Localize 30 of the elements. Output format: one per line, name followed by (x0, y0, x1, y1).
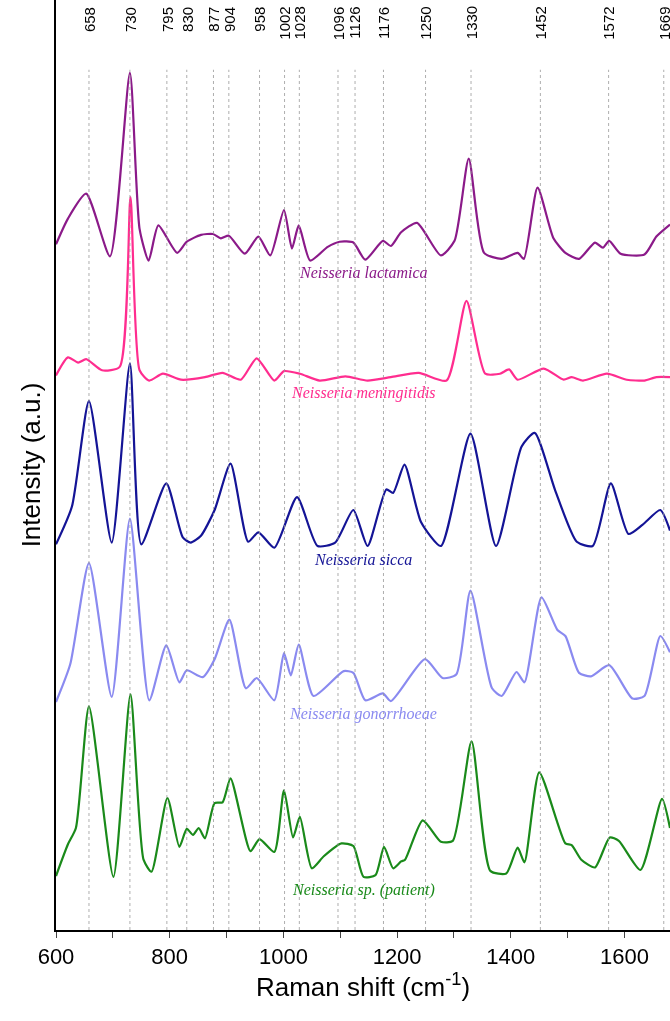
x-tick-label: 1600 (600, 944, 649, 970)
ref-line-label: 1096 (329, 6, 347, 41)
x-tick-label: 600 (37, 944, 75, 970)
ref-line-label: 730 (121, 7, 139, 33)
series-label: Neisseria gonorrhoeae (289, 705, 437, 723)
series-label: Neisseria sp. (patient) (292, 881, 435, 899)
series-label: Neisseria sicca (314, 551, 413, 568)
x-tick-label: 800 (151, 944, 189, 970)
x-tick-label: 1200 (372, 944, 422, 970)
ref-line-label: 1452 (532, 6, 550, 40)
ref-line-label: 1330 (462, 5, 480, 40)
x-axis-title: Raman shift (cm$^{-1}$) (255, 969, 471, 1003)
ref-line-label: 958 (251, 6, 269, 32)
series-label: Neisseria meningitidis (291, 384, 436, 402)
ref-line-label: 904 (220, 6, 238, 32)
ref-line-label: 658 (80, 7, 98, 33)
ref-line-label: 1669 (655, 6, 670, 40)
ref-line-label: 1572 (600, 6, 618, 40)
ref-line-label: 1002 (276, 6, 294, 40)
ref-line-label: 1126 (346, 6, 364, 39)
y-axis-title: Intensity (a.u.) (16, 382, 47, 548)
ref-line-label: 795 (158, 6, 176, 33)
ref-line-label: 1028 (291, 6, 309, 40)
series-label: Neisseria lactamica (299, 264, 428, 281)
ref-line-label: 1250 (417, 6, 435, 40)
x-tick-label: 1400 (486, 944, 536, 970)
x-tick-label: 1000 (258, 944, 308, 970)
ref-line-label: 1176 (374, 6, 392, 40)
ref-line-label: 830 (178, 6, 196, 32)
ref-line-label: 877 (205, 6, 223, 32)
